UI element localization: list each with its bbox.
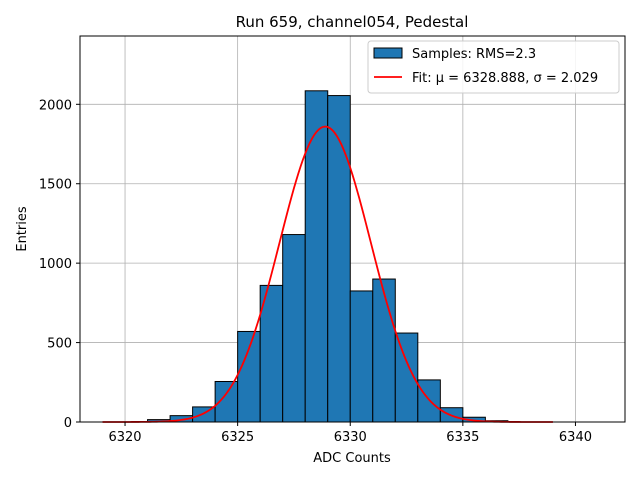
histogram-bars <box>147 90 509 423</box>
y-axis-ticks: 0 500 1000 1500 2000 <box>39 98 80 431</box>
histogram-bar <box>282 234 306 423</box>
legend: Samples: RMS=2.3 Fit: μ = 6328.888, σ = … <box>367 40 620 94</box>
legend-fit-label: Fit: μ = 6328.888, σ = 2.029 <box>412 71 598 86</box>
histogram-bar <box>327 95 351 423</box>
x-tick-label: 6325 <box>221 430 254 445</box>
x-tick-label: 6330 <box>334 430 367 445</box>
plot-frame <box>79 35 626 423</box>
fit-curve-group <box>102 125 553 423</box>
x-tick-label: 6340 <box>559 430 592 445</box>
legend-samples-label: Samples: RMS=2.3 <box>412 47 536 62</box>
legend-frame <box>367 40 620 94</box>
histogram-bar <box>349 290 374 423</box>
y-tick-label: 1000 <box>39 257 72 272</box>
histogram-bar <box>237 330 261 423</box>
histogram-bar <box>372 278 396 423</box>
y-tick-label: 500 <box>47 337 72 352</box>
x-axis-ticks: 6320 6325 6330 6335 6340 <box>108 422 592 445</box>
x-axis-label: ADC Counts <box>313 451 391 466</box>
chart-title: Run 659, channel054, Pedestal <box>236 13 469 31</box>
fit-curve <box>102 125 553 423</box>
y-tick-label: 1500 <box>39 178 72 193</box>
y-tick-label: 2000 <box>39 98 72 113</box>
histogram-bar <box>304 90 329 423</box>
legend-samples-swatch <box>373 47 403 59</box>
x-tick-label: 6320 <box>108 430 141 445</box>
y-tick-label: 0 <box>64 416 72 431</box>
y-axis-label: Entries <box>15 206 30 252</box>
x-tick-label: 6335 <box>446 430 479 445</box>
